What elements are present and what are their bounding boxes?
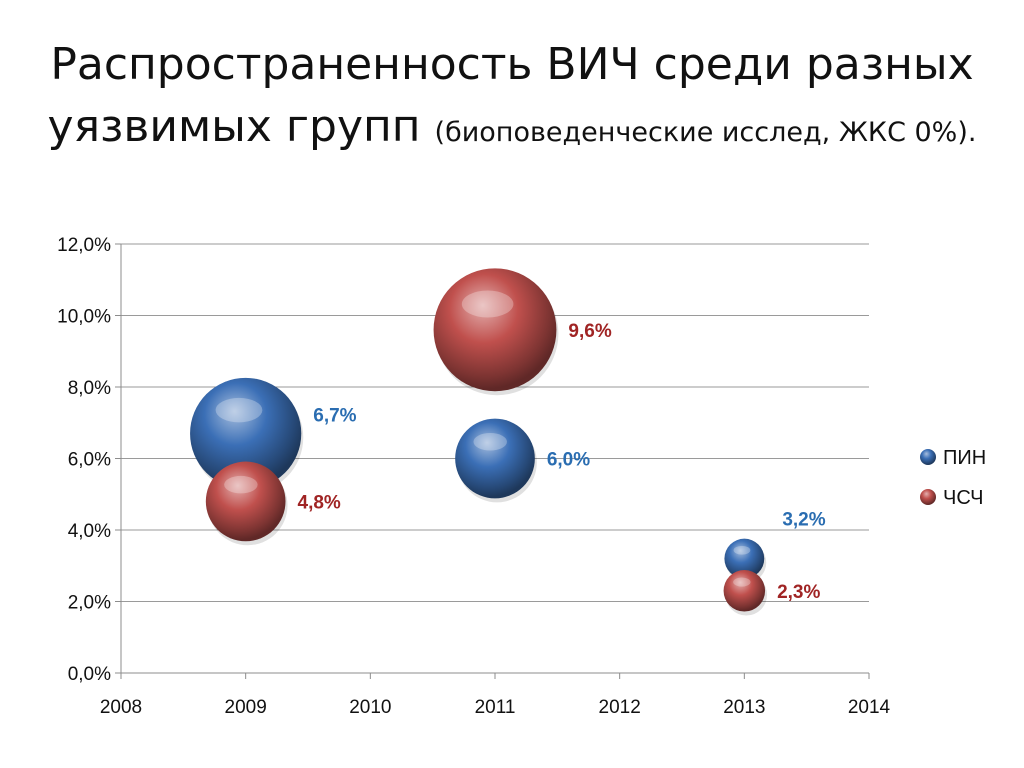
bubble-chsch-2009 xyxy=(205,461,288,546)
data-label-pin-2011: 6,0% xyxy=(547,450,590,471)
x-tick-label: 2013 xyxy=(723,697,765,718)
legend: ПИН ЧСЧ xyxy=(920,447,986,509)
bubble-highlight xyxy=(461,290,514,318)
bubble-mark xyxy=(723,570,766,612)
data-label-pin-2009: 6,7% xyxy=(313,405,356,426)
slide-title: Распространенность ВИЧ среди разных уязв… xyxy=(0,34,1024,164)
data-label-chsch-2009: 4,8% xyxy=(298,492,341,513)
bubble-mark xyxy=(190,377,302,490)
legend-item-pin: ПИН xyxy=(920,447,986,469)
bubble-mark xyxy=(433,268,557,392)
bubble-highlight xyxy=(733,545,751,555)
axes: 0,0% 2,0% 4,0% 6,0% 8,0% 10,0% 12,0% 2008 2009 20… xyxy=(57,235,890,718)
bubble-chsch-2013 xyxy=(723,570,768,616)
legend-marker-icon xyxy=(920,489,936,505)
y-tick-label: 10,0% xyxy=(57,307,111,328)
legend-label: ЧСЧ xyxy=(943,487,983,509)
title-line-2: уязвимых групп (биоповеденческие исслед,… xyxy=(0,96,1024,164)
y-tick-label: 4,0% xyxy=(68,521,111,542)
title-subtitle: (биоповеденческие исслед, ЖКС 0%). xyxy=(434,117,977,148)
x-tick-label: 2011 xyxy=(475,697,516,718)
bubble-mark xyxy=(205,461,286,542)
title-line-2-main: уязвимых групп xyxy=(47,101,421,152)
y-tick-label: 12,0% xyxy=(57,235,111,256)
legend-label: ПИН xyxy=(943,447,986,469)
x-tick-label: 2012 xyxy=(599,697,641,718)
x-tick-label: 2008 xyxy=(100,697,142,718)
legend-item-chsch: ЧСЧ xyxy=(920,487,983,509)
bubble-highlight xyxy=(224,475,258,494)
x-tick-label: 2014 xyxy=(848,697,891,718)
x-tick-label: 2009 xyxy=(225,697,267,718)
bubble-mark xyxy=(724,538,765,579)
y-tick-label: 8,0% xyxy=(68,378,111,399)
y-tick-label: 2,0% xyxy=(68,593,111,614)
y-tick-label: 0,0% xyxy=(68,664,111,685)
title-line-1: Распространенность ВИЧ среди разных xyxy=(50,39,974,90)
data-labels: 6,7% 6,0% 3,2% 4,8% 9,6% 2,3% xyxy=(298,321,826,603)
legend-marker-icon xyxy=(920,449,936,465)
bubbles xyxy=(190,268,768,616)
bubble-pin-2009 xyxy=(190,377,304,494)
data-label-chsch-2011: 9,6% xyxy=(568,321,611,342)
x-tick-label: 2010 xyxy=(349,697,391,718)
bubble-highlight xyxy=(215,397,263,423)
bubble-mark xyxy=(455,418,535,499)
bubble-pin-2011 xyxy=(455,418,537,503)
bubble-highlight xyxy=(733,577,751,587)
bubble-chsch-2011 xyxy=(433,268,559,396)
data-label-pin-2013: 3,2% xyxy=(782,510,825,531)
data-label-chsch-2013: 2,3% xyxy=(777,582,820,603)
bubble-highlight xyxy=(473,433,507,451)
y-tick-label: 6,0% xyxy=(68,450,111,471)
